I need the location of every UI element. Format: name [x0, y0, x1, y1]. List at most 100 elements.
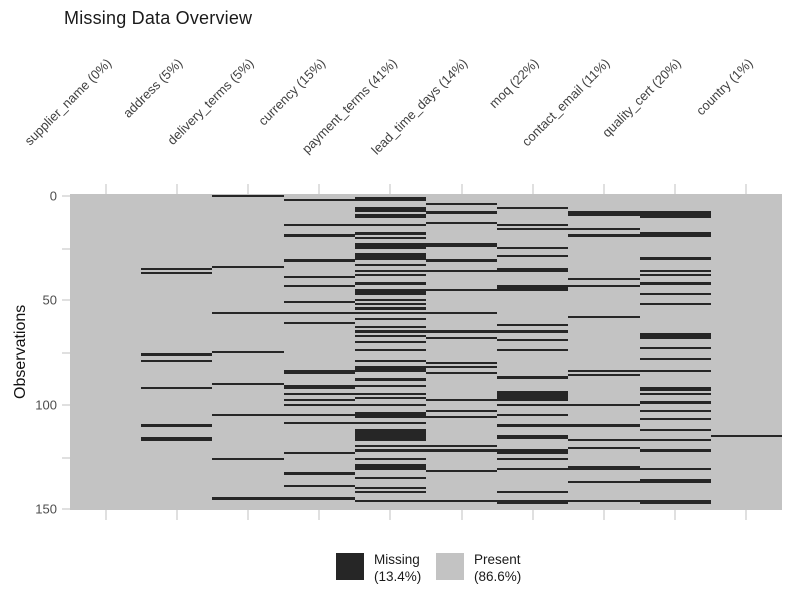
missing-stripe-quality_cert — [639, 347, 711, 350]
missing-stripe-quality_cert — [639, 303, 711, 306]
missing-stripe-lead_time_days — [426, 470, 498, 473]
missing-stripe-quality_cert — [639, 274, 711, 277]
x-tick-top — [389, 184, 392, 194]
missing-stripe-quality_cert — [639, 336, 711, 339]
missing-stripe-payment_terms — [354, 499, 426, 502]
missing-stripe-payment_terms — [354, 213, 426, 216]
missing-stripe-quality_cert — [639, 388, 711, 392]
missing-stripe-currency — [283, 224, 355, 227]
missing-stripe-currency — [283, 198, 355, 202]
missing-stripe-payment_terms — [354, 288, 426, 291]
missing-stripe-payment_terms — [354, 428, 426, 431]
missing-stripe-quality_cert — [639, 418, 711, 421]
missing-stripe-currency — [283, 497, 355, 500]
missing-stripe-moq — [497, 468, 569, 471]
missing-stripe-moq — [497, 451, 569, 454]
missing-stripe-payment_terms — [354, 334, 426, 337]
missing-stripe-currency — [283, 372, 355, 375]
missing-stripe-payment_terms — [354, 384, 426, 387]
missing-stripe-moq — [497, 449, 569, 452]
missing-stripe-payment_terms — [354, 436, 426, 440]
missing-stripe-payment_terms — [354, 292, 426, 296]
missing-stripe-contact_email — [568, 468, 640, 471]
missing-stripe-quality_cert — [639, 409, 711, 412]
missing-stripe-quality_cert — [639, 401, 711, 404]
x-tick-bottom — [247, 510, 249, 520]
missing-stripe-payment_terms — [354, 236, 426, 239]
x-tick-top — [460, 184, 463, 194]
missing-stripe-quality_cert — [639, 332, 711, 335]
missing-stripe-moq — [497, 491, 569, 494]
missing-stripe-moq — [497, 376, 569, 379]
missing-stripe-quality_cert — [639, 282, 711, 285]
missing-stripe-payment_terms — [354, 445, 426, 448]
missing-stripe-delivery_terms — [212, 194, 284, 197]
missing-stripe-moq — [497, 207, 569, 210]
missing-stripe-payment_terms — [354, 317, 426, 321]
missing-stripe-payment_terms — [354, 430, 426, 433]
missing-stripe-payment_terms — [354, 370, 426, 373]
missing-stripe-quality_cert — [639, 334, 711, 337]
missing-stripe-payment_terms — [354, 486, 426, 490]
missing-stripe-payment_terms — [354, 422, 426, 425]
y-minor-tick — [62, 352, 70, 355]
chart-title: Missing Data Overview — [64, 8, 253, 28]
missing-stripe-lead_time_days — [426, 221, 498, 225]
missing-stripe-currency — [283, 301, 355, 304]
y-minor-tick — [62, 248, 70, 251]
missing-stripe-lead_time_days — [426, 311, 498, 314]
missing-stripe-delivery_terms — [212, 413, 284, 417]
missing-stripe-payment_terms — [354, 257, 426, 260]
missing-stripe-moq — [497, 424, 569, 427]
missing-stripe-moq — [497, 324, 569, 327]
missing-stripe-payment_terms — [354, 365, 426, 369]
missing-stripe-quality_cert — [639, 480, 711, 483]
missing-stripe-quality_cert — [639, 393, 711, 396]
missing-stripe-quality_cert — [639, 449, 711, 452]
missing-stripe-payment_terms — [354, 476, 426, 479]
missing-stripe-lead_time_days — [426, 399, 498, 402]
missing-stripe-moq — [497, 457, 569, 460]
missing-stripe-payment_terms — [354, 368, 426, 371]
missing-stripe-contact_email — [568, 480, 640, 483]
column-label-text: country (1%) — [692, 55, 756, 119]
missing-stripe-currency — [283, 311, 355, 314]
x-tick-bottom — [389, 510, 392, 520]
missing-stripe-lead_time_days — [426, 372, 498, 375]
missing-stripe-quality_cert — [639, 269, 711, 273]
missing-stripe-lead_time_days — [426, 211, 498, 214]
missing-stripe-moq — [497, 284, 569, 287]
missing-stripe-lead_time_days — [426, 416, 498, 419]
missing-stripe-currency — [283, 370, 355, 373]
x-tick-top — [318, 184, 321, 194]
missing-stripe-payment_terms — [354, 326, 426, 329]
legend-swatch-missing — [336, 553, 364, 580]
missing-stripe-quality_cert — [639, 213, 711, 216]
missing-stripe-lead_time_days — [426, 203, 498, 206]
missing-stripe-moq — [497, 286, 569, 289]
missing-stripe-moq — [497, 288, 569, 291]
missing-stripe-moq — [497, 246, 569, 250]
missing-stripe-payment_terms — [354, 491, 426, 494]
y-axis-tick-label: 150 — [35, 501, 57, 517]
column-label-text: currency (15%) — [255, 55, 329, 129]
missing-stripe-payment_terms — [354, 209, 426, 212]
missing-stripe-payment_terms — [354, 359, 426, 362]
missing-stripe-moq — [497, 403, 569, 406]
x-tick-bottom — [531, 510, 534, 520]
missing-stripe-contact_email — [568, 499, 640, 502]
x-tick-bottom — [104, 510, 107, 520]
missing-stripe-quality_cert — [639, 499, 711, 502]
missing-stripe-moq — [497, 499, 569, 502]
missing-stripe-moq — [497, 224, 569, 227]
missing-stripe-delivery_terms — [212, 497, 284, 500]
missing-stripe-currency — [283, 386, 355, 389]
missing-stripe-quality_cert — [639, 211, 711, 214]
missing-stripe-payment_terms — [354, 274, 426, 277]
missing-stripe-address — [141, 424, 213, 427]
y-tick — [62, 194, 70, 197]
legend-label-line: Present — [474, 552, 521, 567]
missing-stripe-payment_terms — [354, 244, 426, 248]
missing-stripe-currency — [283, 484, 355, 488]
missing-stripe-payment_terms — [354, 411, 426, 414]
